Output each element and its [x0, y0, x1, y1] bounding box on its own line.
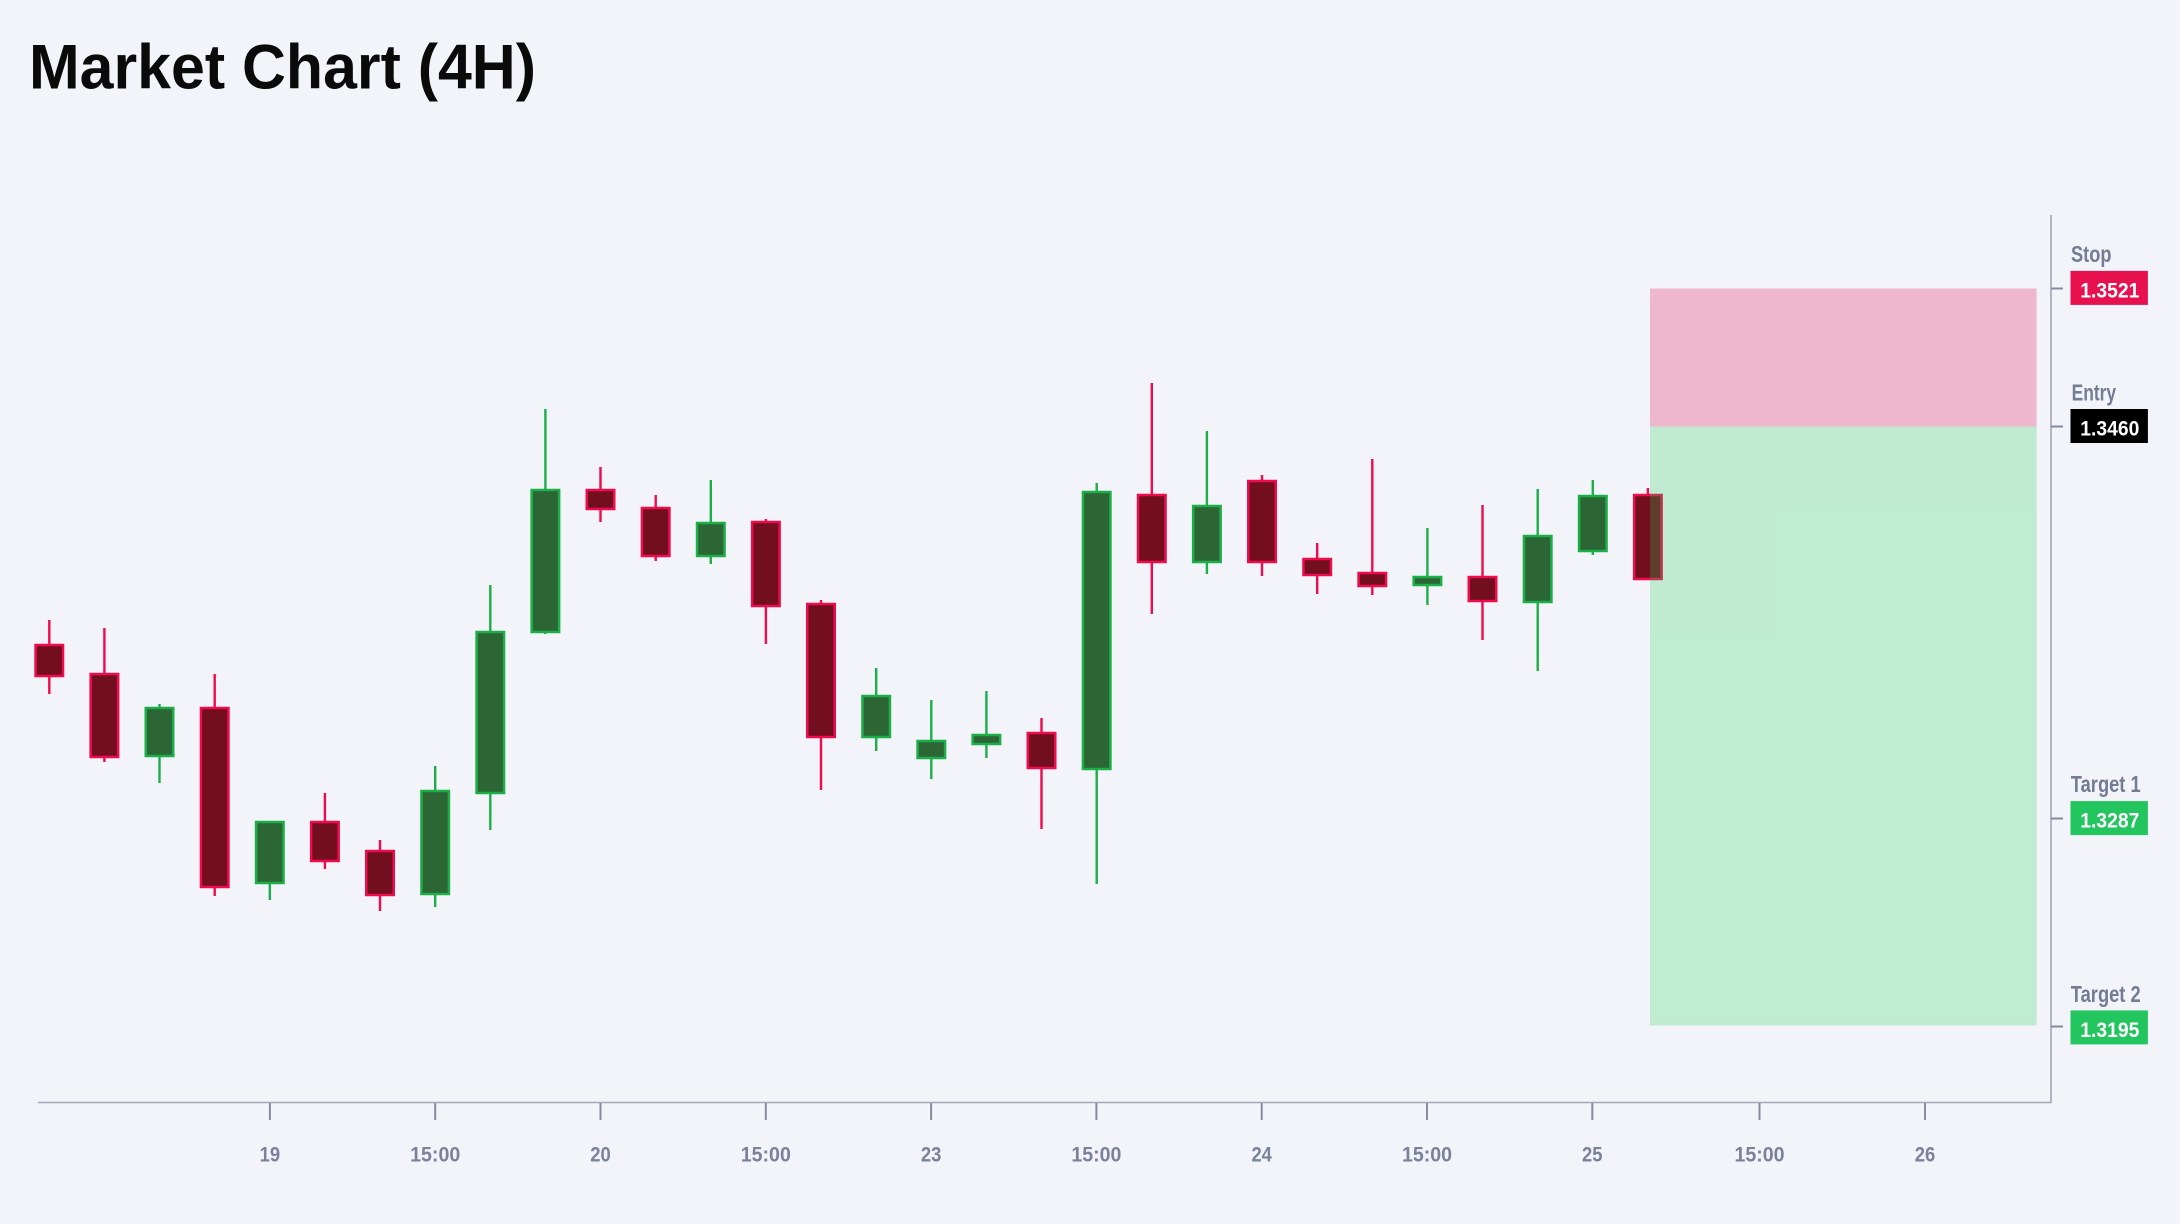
svg-text:1.3287: 1.3287	[2080, 809, 2139, 833]
svg-text:15:00: 15:00	[1734, 1143, 1784, 1167]
svg-text:19: 19	[260, 1143, 281, 1167]
svg-text:23: 23	[921, 1143, 942, 1167]
svg-text:15:00: 15:00	[410, 1143, 460, 1167]
svg-text:Target 1: Target 1	[2071, 771, 2141, 797]
svg-text:15:00: 15:00	[1071, 1143, 1121, 1167]
svg-text:25: 25	[1582, 1143, 1603, 1167]
svg-text:24: 24	[1251, 1143, 1272, 1167]
svg-text:Stop: Stop	[2071, 241, 2112, 267]
svg-text:20: 20	[590, 1143, 611, 1167]
svg-text:Entry: Entry	[2072, 380, 2117, 406]
svg-text:Target 2: Target 2	[2071, 981, 2141, 1007]
svg-text:15:00: 15:00	[741, 1143, 791, 1167]
svg-text:26: 26	[1915, 1143, 1936, 1167]
svg-text:15:00: 15:00	[1402, 1143, 1452, 1167]
svg-text:Market Chart (4H): Market Chart (4H)	[29, 33, 536, 103]
svg-text:1.3195: 1.3195	[2080, 1018, 2139, 1042]
svg-text:1.3521: 1.3521	[2080, 279, 2139, 303]
svg-text:1.3460: 1.3460	[2080, 417, 2139, 441]
